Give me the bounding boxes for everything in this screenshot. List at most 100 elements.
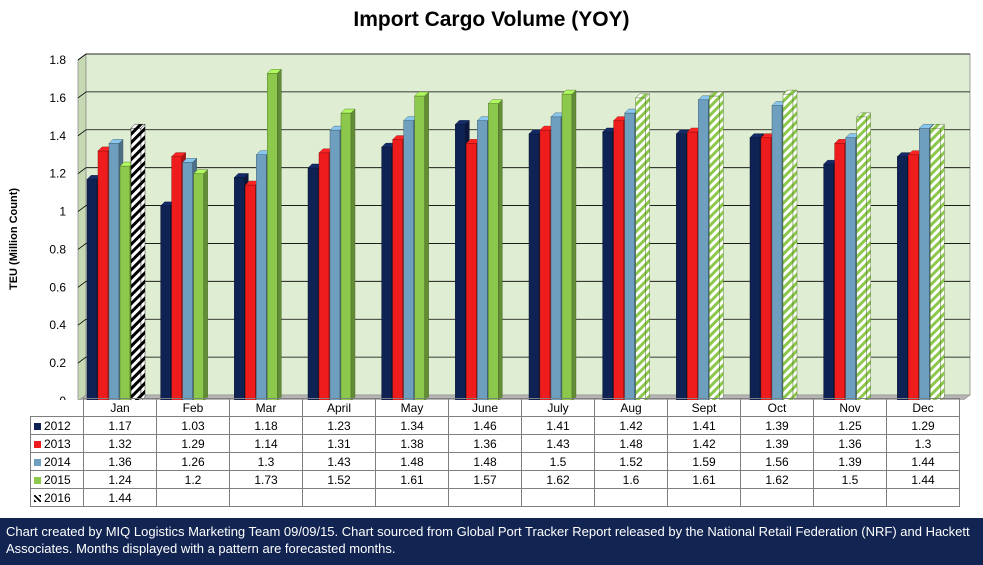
data-label	[302, 488, 376, 507]
x-tick-label: June	[448, 398, 522, 417]
data-label: 1.29	[156, 434, 230, 453]
bar-top	[233, 173, 249, 178]
bar-front	[919, 127, 930, 400]
bar-front	[856, 116, 867, 400]
bar-front	[171, 156, 182, 400]
bar-top	[856, 112, 872, 118]
bar-front	[528, 133, 540, 400]
data-label: 1.56	[740, 452, 814, 471]
bar-2015-Dec	[929, 123, 945, 400]
data-label: 1.61	[375, 470, 449, 489]
data-label: 1.29	[886, 416, 960, 435]
y-ticks: 0 0.2 0.4 0.6 0.8 1 1.2 1.4 1.6 1.8	[49, 53, 66, 400]
data-label	[667, 488, 741, 507]
bar-front	[130, 127, 142, 400]
data-label: 1.39	[740, 416, 814, 435]
bar-front	[455, 124, 466, 400]
bar-side	[719, 91, 724, 400]
bar-front	[539, 129, 551, 400]
data-label: 1.52	[302, 470, 376, 489]
bar-top	[108, 139, 124, 144]
legend-swatch	[34, 458, 41, 466]
x-tick-label: April	[302, 398, 376, 417]
bar-top	[182, 158, 198, 163]
bar-front	[771, 105, 783, 400]
bar-front	[392, 139, 403, 400]
y-tick-label: 0.2	[49, 356, 66, 370]
bar-side	[645, 93, 650, 400]
table-corner	[31, 399, 84, 417]
bar-top	[487, 99, 503, 104]
bar-top	[782, 89, 798, 95]
x-tick-label: Mar	[229, 398, 303, 417]
bar-2015-Aug	[635, 93, 651, 400]
bar-front	[845, 137, 856, 400]
legend-swatch	[34, 476, 41, 484]
data-label	[156, 488, 230, 507]
bar-side	[277, 68, 282, 400]
bar-top	[266, 69, 282, 74]
data-label	[375, 488, 449, 507]
data-label: 1.62	[740, 470, 814, 489]
bar-front	[561, 93, 573, 400]
gridline-diag	[77, 91, 87, 99]
data-label: 1.25	[813, 416, 887, 435]
legend-entry: 2013	[30, 434, 84, 453]
bar-top	[193, 169, 209, 174]
bar-front	[108, 143, 120, 400]
bar-top	[918, 123, 934, 129]
data-label: 1.23	[302, 416, 376, 435]
table-row: 2015 1.24 1.2 1.73 1.52 1.61 1.57 1.62 1.6 1.61 1.…	[30, 470, 960, 489]
gridlines	[77, 53, 970, 364]
legend-label: 2016	[44, 490, 71, 505]
gridline-diag	[77, 356, 87, 364]
bars	[86, 68, 945, 400]
x-tick-label: Sept	[667, 398, 741, 417]
legend-swatch	[34, 422, 41, 430]
bar-top	[454, 120, 470, 125]
data-label: 1.52	[594, 452, 668, 471]
legend-swatch	[34, 440, 41, 448]
bar-top	[635, 93, 651, 99]
bar-side	[140, 123, 146, 400]
legend-entry: 2015	[30, 470, 84, 489]
bar-front	[340, 112, 352, 400]
data-label: 1.14	[229, 434, 303, 453]
bar-2015-July	[561, 89, 577, 400]
data-label: 1.57	[448, 470, 522, 489]
bar-top	[414, 91, 430, 97]
legend-label: 2015	[44, 472, 71, 487]
y-tick-label: 1.2	[49, 167, 66, 181]
legend-label: 2013	[44, 436, 71, 451]
x-tick-label: Feb	[156, 398, 230, 417]
table-row: 2012 1.17 1.03 1.18 1.23 1.34 1.46 1.41 1.42 1.41…	[30, 416, 960, 435]
bar-front	[749, 137, 761, 400]
bar-front	[908, 154, 919, 400]
bar-side	[498, 99, 503, 400]
bar-front	[245, 184, 256, 400]
data-label	[740, 488, 814, 507]
data-label: 1.73	[229, 470, 303, 489]
data-label: 1.03	[156, 416, 230, 435]
legend-entry: 2014	[30, 452, 84, 471]
x-tick-label: May	[375, 398, 449, 417]
data-label: 1.44	[886, 452, 960, 471]
data-label: 1.48	[375, 452, 449, 471]
data-label	[594, 488, 668, 507]
bar-front	[613, 120, 624, 400]
bar-front	[182, 162, 193, 400]
bar-front	[709, 95, 720, 400]
data-label: 1.31	[302, 434, 376, 453]
y-tick-label: 1.8	[49, 53, 66, 67]
data-label: 1.43	[302, 452, 376, 471]
bar-front	[267, 73, 278, 400]
bar-2015-Nov	[856, 112, 872, 400]
y-tick-label: 1.4	[49, 129, 66, 143]
table-row: 2016 1.44	[30, 488, 960, 507]
bar-2015-April	[340, 108, 356, 400]
bar-front	[676, 133, 687, 400]
y-tick-label: 0	[59, 394, 66, 400]
data-label: 1.48	[594, 434, 668, 453]
bar-front	[624, 112, 635, 400]
bar-front	[698, 99, 709, 400]
